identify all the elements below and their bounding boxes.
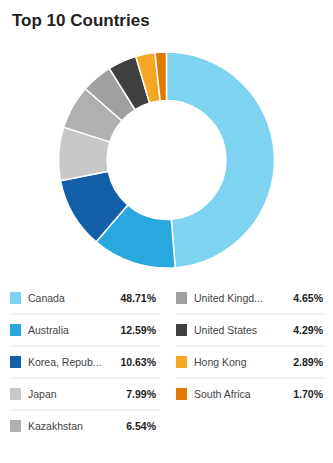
legend-value: 48.71% [120,292,156,304]
legend-value: 6.54% [126,420,156,432]
legend-swatch [176,356,187,368]
legend-swatch [176,388,187,400]
chart: Top 10 Countries Canada 48.71% Australia 12.… [0,0,333,463]
donut-slice [60,171,127,242]
legend-swatch [176,324,187,336]
legend: Canada 48.71% Australia 12.59% Korea, Repub.… [10,292,326,432]
legend-label: South Africa [194,388,251,400]
legend-value: 12.59% [120,324,156,336]
legend-value: 4.29% [293,324,323,336]
title: Top 10 Countries [12,11,150,30]
legend-label: Canada [28,292,65,304]
legend-value: 7.99% [126,388,156,400]
chart-container: Top 10 Countries Canada 48.71% Australia 12.… [0,0,333,463]
legend-value: 1.70% [293,388,323,400]
legend-label: Hong Kong [194,356,247,368]
legend-separator [10,346,160,347]
legend-swatch [10,292,21,304]
legend-value: 4.65% [293,292,323,304]
legend-separator [176,378,326,379]
donut-slice [155,52,167,101]
legend-label: United States [194,324,257,336]
legend-separator [176,314,326,315]
legend-swatch [10,324,21,336]
legend-swatch [10,420,21,432]
legend-label: Australia [28,324,69,336]
legend-label: United Kingd... [194,292,263,304]
legend-separator [10,314,160,315]
legend-separator [10,410,160,411]
legend-separator [10,378,160,379]
legend-value: 10.63% [120,356,156,368]
legend-value: 2.89% [293,356,323,368]
legend-separator [176,346,326,347]
legend-swatch [10,388,21,400]
legend-label: Korea, Repub... [28,356,102,368]
legend-swatch [176,292,187,304]
legend-swatch [10,356,21,368]
donut [59,52,275,268]
legend-label: Kazakhstan [28,420,83,432]
legend-label: Japan [28,388,57,400]
donut-slice [167,52,275,268]
